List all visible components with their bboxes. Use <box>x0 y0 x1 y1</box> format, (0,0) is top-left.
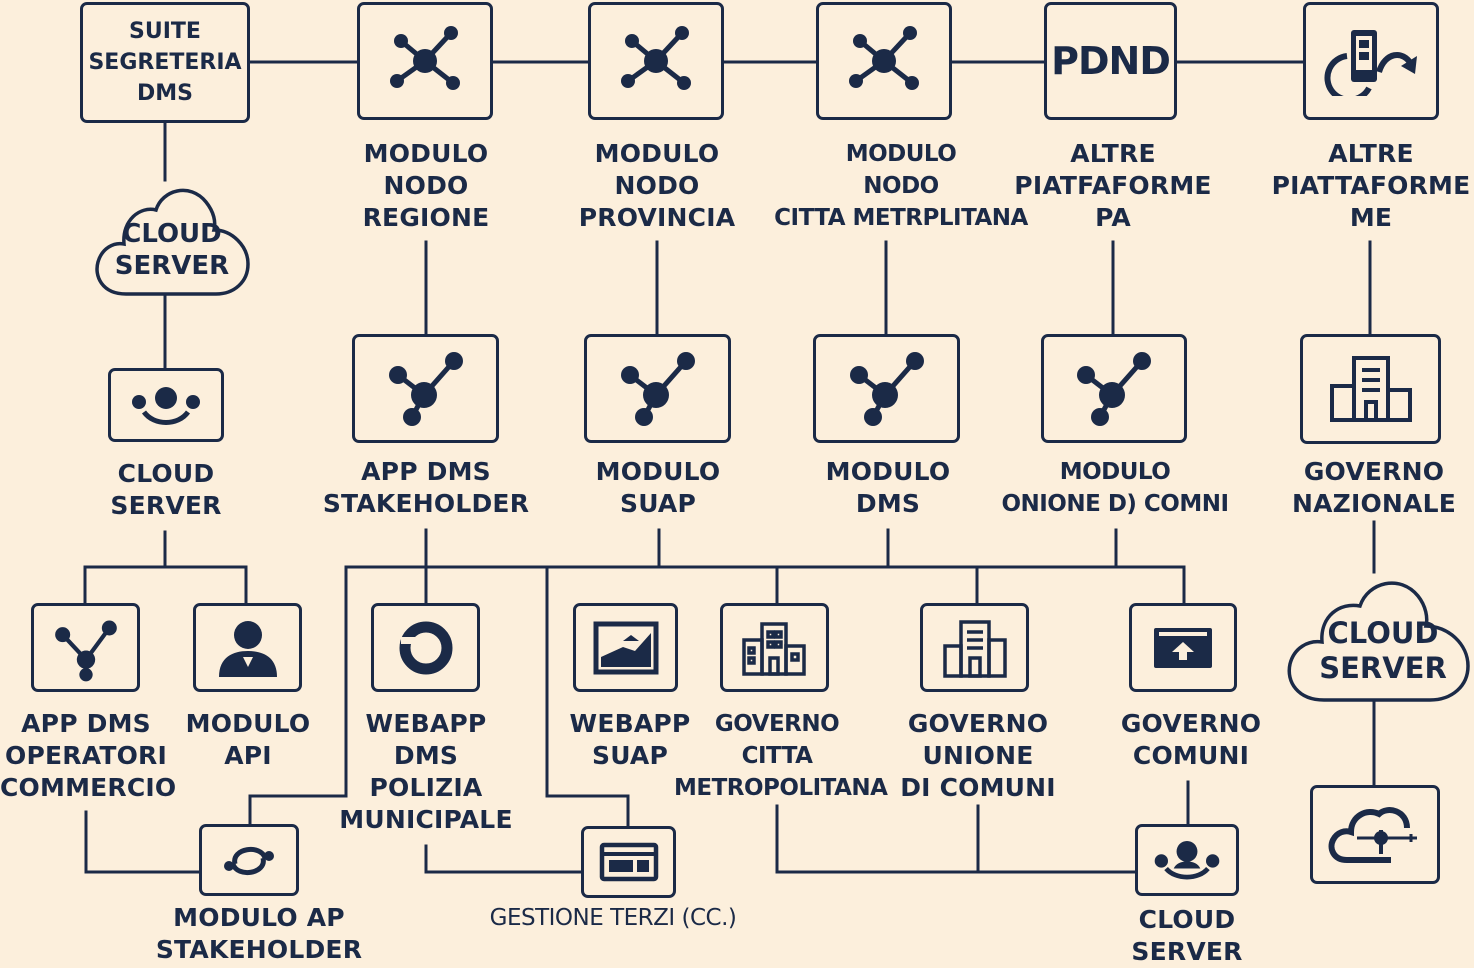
modulo-nodo-regione-box[interactable] <box>357 2 493 120</box>
modulo-suap-box[interactable] <box>584 334 731 443</box>
cloud-server-top-text: CLOUD SERVER <box>114 219 230 281</box>
modulo-api-box[interactable] <box>193 603 302 692</box>
cloud-server-top: CLOUD SERVER <box>92 176 252 298</box>
modulo-ap-stakeholder-label: MODULO AP STAKEHOLDER <box>155 903 363 964</box>
governo-nazionale-box[interactable] <box>1300 334 1441 444</box>
city-buildings-icon <box>741 621 806 676</box>
suite-segreteria-box[interactable]: SUITE SEGRETERIA DMS <box>80 2 250 123</box>
webapp-polizia-label: WEBAPP DMS POLIZIA MUNICIPALE <box>339 709 513 834</box>
cloud-server-right-text: CLOUD SERVER <box>1319 616 1447 685</box>
app-dms-stakeholder-box[interactable] <box>352 334 499 443</box>
network-hub-icon <box>390 26 460 90</box>
gestione-terzi-label: GESTIONE TERZI (CC.) <box>489 905 737 931</box>
webapp-suap-label: WEBAPP SUAP <box>569 709 691 770</box>
cloud-server-right: CLOUD SERVER <box>1284 568 1474 704</box>
upload-screen-icon <box>1154 627 1212 668</box>
pdnd-box[interactable]: PDND <box>1044 2 1177 120</box>
cloud-icon <box>95 188 250 296</box>
modulo-nodo-regione-label: MODULO NODO REGIONE <box>362 139 490 232</box>
altre-piattaforme-pa-label: ALTRE PIATFAFORME PA <box>1014 139 1212 232</box>
governo-unione-label: GOVERNO UNIONE DI COMUNI <box>900 709 1056 802</box>
cloud-icon <box>1287 581 1470 702</box>
app-dms-operatori-box[interactable] <box>31 603 140 692</box>
gestione-terzi-box[interactable] <box>581 826 676 898</box>
branch-nodes-icon <box>620 351 695 426</box>
governo-citta-box[interactable] <box>720 603 829 692</box>
branch-nodes-icon <box>388 351 463 426</box>
office-building-icon <box>942 619 1007 678</box>
user-icon <box>218 620 277 677</box>
cloud-server-box[interactable] <box>108 368 224 442</box>
users-group-icon <box>1154 841 1220 880</box>
modulo-unione-label: MODULO ONIONE D) COMNI <box>1001 459 1229 517</box>
modulo-dms-label: MODULO DMS <box>825 457 951 518</box>
branch-nodes-icon <box>849 351 924 426</box>
governo-nazionale-label: GOVERNO NAZIONALE <box>1291 457 1457 518</box>
app-dms-stakeholder-label: APP DMS STAKEHOLDER <box>322 457 530 518</box>
cloud-connector-icon <box>1328 806 1417 863</box>
modulo-nodo-citta-box[interactable] <box>816 2 952 120</box>
modulo-suap-label: MODULO SUAP <box>595 457 721 518</box>
sync-arrows-icon <box>224 847 274 875</box>
cloud-server-label: CLOUD SERVER <box>110 459 222 520</box>
modulo-dms-box[interactable] <box>813 334 960 443</box>
branch-nodes-icon <box>1077 351 1151 426</box>
suite-segreteria-text: SUITE SEGRETERIA DMS <box>88 19 242 106</box>
cloud-server-small-box[interactable] <box>1135 824 1239 896</box>
governo-comuni-box[interactable] <box>1129 603 1237 692</box>
modulo-nodo-provincia-label: MODULO NODO PROVINCIA <box>578 139 736 232</box>
altre-piattaforme-me-label: ALTRE PIATTAFORME ME <box>1271 139 1471 232</box>
governo-comuni-label: GOVERNO COMUNI <box>1120 709 1262 770</box>
webapp-polizia-box[interactable] <box>371 603 480 692</box>
cloud-server-small-label: CLOUD SERVER <box>1131 905 1243 966</box>
ring-icon <box>399 621 452 674</box>
image-frame-icon <box>593 621 658 674</box>
altre-piattaforme-me-box[interactable] <box>1303 2 1439 120</box>
app-dms-operatori-label: APP DMS OPERATORI COMMERCIO <box>0 709 177 802</box>
browser-window-icon <box>599 842 658 882</box>
branch-nodes-icon <box>54 620 117 681</box>
modulo-ap-stakeholder-box[interactable] <box>199 824 299 896</box>
phone-sync-icon <box>1324 30 1417 96</box>
network-hub-icon <box>621 26 691 90</box>
modulo-unione-box[interactable] <box>1041 334 1187 443</box>
modulo-api-label: MODULO API <box>185 709 311 770</box>
governo-citta-label: GOVERNO CITTA METROPOLITANA <box>674 711 888 801</box>
network-hub-icon <box>849 26 919 90</box>
modulo-nodo-provincia-box[interactable] <box>588 2 724 120</box>
users-group-icon <box>132 387 200 425</box>
cloud-connector-box[interactable] <box>1310 785 1440 884</box>
governo-unione-box[interactable] <box>920 603 1029 692</box>
pdnd-text: PDND <box>1051 39 1171 83</box>
webapp-suap-box[interactable] <box>573 603 678 692</box>
modulo-nodo-citta-label: MODULO NODO CITTA METRPLITANA <box>774 141 1028 231</box>
building-icon <box>1329 356 1412 422</box>
